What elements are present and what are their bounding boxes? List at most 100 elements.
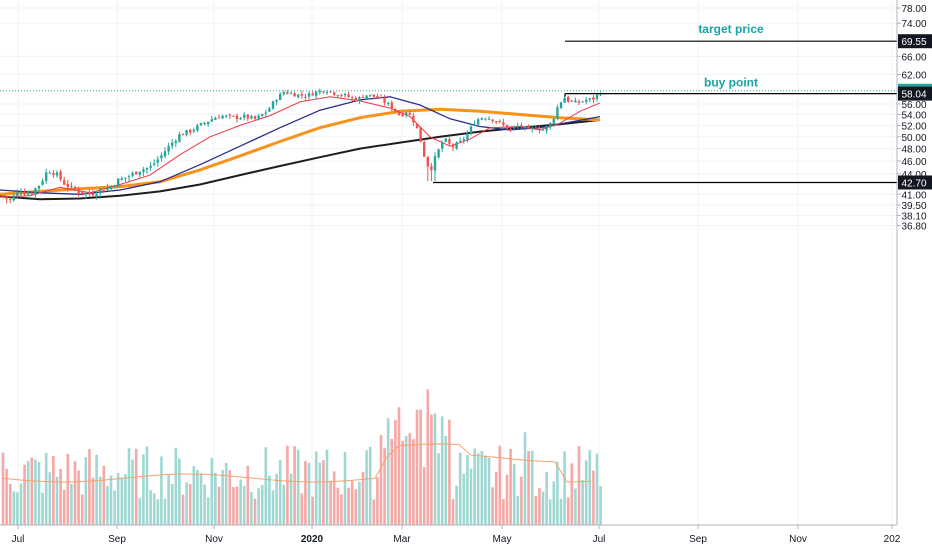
price-tick-label: 44.00 bbox=[901, 170, 926, 181]
candle-body bbox=[538, 128, 541, 131]
candle-body bbox=[84, 192, 87, 195]
volume-bar bbox=[48, 472, 52, 525]
volume-bar bbox=[340, 494, 343, 525]
volume-bar bbox=[239, 479, 242, 525]
candle-body bbox=[250, 116, 253, 119]
price-tick-label: 42.70 bbox=[901, 178, 926, 189]
volume-bar bbox=[455, 485, 458, 525]
candle-body bbox=[37, 185, 41, 189]
volume-bar bbox=[16, 492, 19, 525]
candle-body bbox=[351, 97, 354, 99]
candle-body bbox=[41, 180, 44, 185]
time-tick-label: 2020 bbox=[301, 534, 324, 545]
volume-bar bbox=[293, 446, 296, 525]
candle-body bbox=[77, 189, 80, 194]
volume-bar bbox=[163, 498, 167, 525]
candle-body bbox=[574, 100, 577, 103]
volume-bar bbox=[419, 409, 422, 525]
candle-body bbox=[102, 190, 105, 192]
volume-bar bbox=[358, 481, 361, 525]
candle-body bbox=[527, 125, 530, 129]
volume-bar bbox=[325, 449, 329, 525]
volume-bar bbox=[170, 483, 174, 525]
volume-bar bbox=[235, 486, 239, 525]
volume-bar bbox=[379, 435, 383, 525]
candle-body bbox=[167, 145, 170, 152]
candle-body bbox=[282, 92, 285, 95]
volume-bar bbox=[134, 448, 138, 525]
volume-bar bbox=[224, 462, 228, 525]
candle-body bbox=[225, 115, 228, 117]
volume-bar bbox=[199, 473, 203, 525]
candle-body bbox=[253, 116, 257, 119]
candle-body bbox=[239, 117, 242, 120]
candle-body bbox=[70, 185, 73, 187]
candle-body bbox=[520, 125, 523, 127]
candle-body bbox=[534, 128, 537, 130]
volume-bar bbox=[437, 453, 440, 525]
volume-bar bbox=[386, 418, 390, 525]
volume-bar bbox=[476, 453, 480, 525]
candle-body bbox=[559, 102, 563, 109]
candle-body bbox=[516, 126, 519, 128]
volume-bar bbox=[246, 465, 250, 525]
candle-body bbox=[138, 171, 141, 175]
candle-body bbox=[448, 139, 451, 144]
volume-bar bbox=[271, 490, 275, 525]
candle-body bbox=[156, 159, 159, 163]
price-tick-label: 56.00 bbox=[901, 100, 926, 111]
volume-bar bbox=[520, 476, 523, 525]
time-tick-label: Sep bbox=[689, 534, 707, 545]
volume-bar bbox=[361, 471, 365, 525]
candle-body bbox=[127, 176, 131, 178]
volume-bar bbox=[286, 445, 289, 525]
price-tick-label: 36.80 bbox=[901, 222, 926, 233]
ma-50-line bbox=[0, 96, 601, 195]
volume-bar bbox=[415, 409, 419, 525]
volume-bar bbox=[109, 475, 113, 525]
volume-bars bbox=[1, 389, 602, 525]
volume-bar bbox=[412, 439, 415, 525]
candle-body bbox=[390, 102, 393, 109]
candle-body bbox=[376, 96, 379, 98]
candle-body bbox=[113, 185, 116, 187]
candle-body bbox=[297, 94, 300, 98]
candle-body bbox=[502, 122, 505, 125]
volume-bar bbox=[181, 494, 185, 525]
volume-bar bbox=[556, 461, 559, 525]
volume-bar bbox=[440, 416, 444, 525]
volume-bar bbox=[491, 487, 494, 525]
candle-body bbox=[210, 119, 213, 122]
volume-bar bbox=[509, 448, 512, 525]
volume-bar bbox=[23, 464, 26, 525]
candle-body bbox=[552, 118, 555, 124]
volume-bar bbox=[523, 432, 527, 525]
volume-bar bbox=[368, 446, 372, 525]
candle-body bbox=[246, 114, 249, 119]
candle-body bbox=[300, 94, 303, 96]
volume-bar bbox=[559, 498, 563, 525]
volume-bar bbox=[552, 481, 556, 525]
price-tick-label: 50.00 bbox=[901, 133, 926, 144]
volume-bar bbox=[595, 453, 599, 525]
volume-bar bbox=[174, 447, 178, 525]
candle-body bbox=[12, 195, 15, 201]
candle-body bbox=[124, 177, 127, 179]
time-tick-label: Nov bbox=[789, 534, 807, 545]
candle-body bbox=[588, 98, 591, 100]
volume-bar bbox=[260, 485, 264, 525]
candle-body bbox=[585, 99, 588, 102]
volume-bar bbox=[160, 456, 163, 525]
candle-body bbox=[174, 141, 177, 143]
candle-body bbox=[192, 129, 195, 132]
candle-body bbox=[221, 115, 224, 119]
volume-bar bbox=[102, 465, 106, 525]
volume-bar bbox=[408, 433, 412, 525]
volume-bar bbox=[98, 476, 102, 525]
volume-bar bbox=[311, 496, 314, 525]
candle-body bbox=[243, 114, 246, 118]
candle-body bbox=[293, 93, 296, 97]
volume-bar bbox=[178, 458, 181, 525]
candle-body bbox=[264, 112, 267, 114]
volume-bar bbox=[142, 454, 145, 525]
